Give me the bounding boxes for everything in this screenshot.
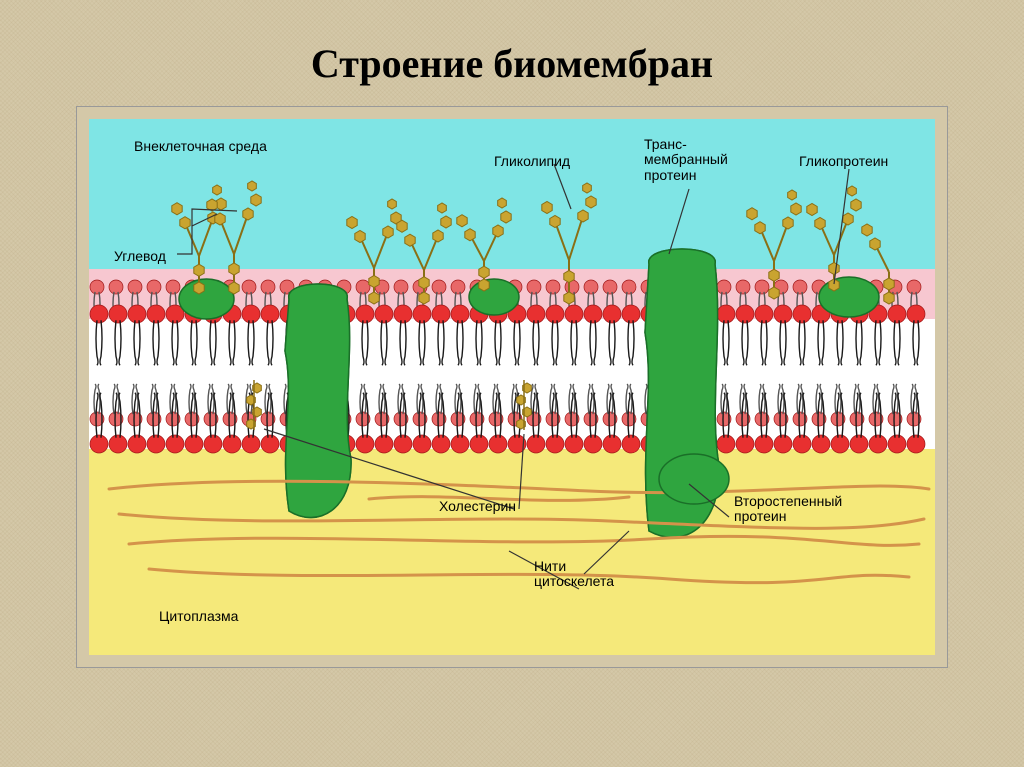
label-glycoprotein: Гликопротеин bbox=[799, 154, 888, 169]
label-transmembrane-protein: Транс- мембранный протеин bbox=[644, 137, 728, 183]
page-title: Строение биомембран bbox=[311, 40, 713, 87]
label-glycolipid: Гликолипид bbox=[494, 154, 570, 169]
label-carbohydrate: Углевод bbox=[114, 249, 166, 264]
membrane-diagram bbox=[89, 119, 935, 655]
label-cytoskeleton: Нити цитоскелета bbox=[534, 559, 614, 590]
label-extracellular: Внеклеточная среда bbox=[134, 139, 267, 154]
label-peripheral-protein: Второстепенный протеин bbox=[734, 494, 842, 525]
diagram-frame: Внеклеточная среда Углевод Гликолипид Тр… bbox=[77, 107, 947, 667]
label-cytoplasm: Цитоплазма bbox=[159, 609, 238, 624]
label-cholesterol: Холестерин bbox=[439, 499, 516, 514]
